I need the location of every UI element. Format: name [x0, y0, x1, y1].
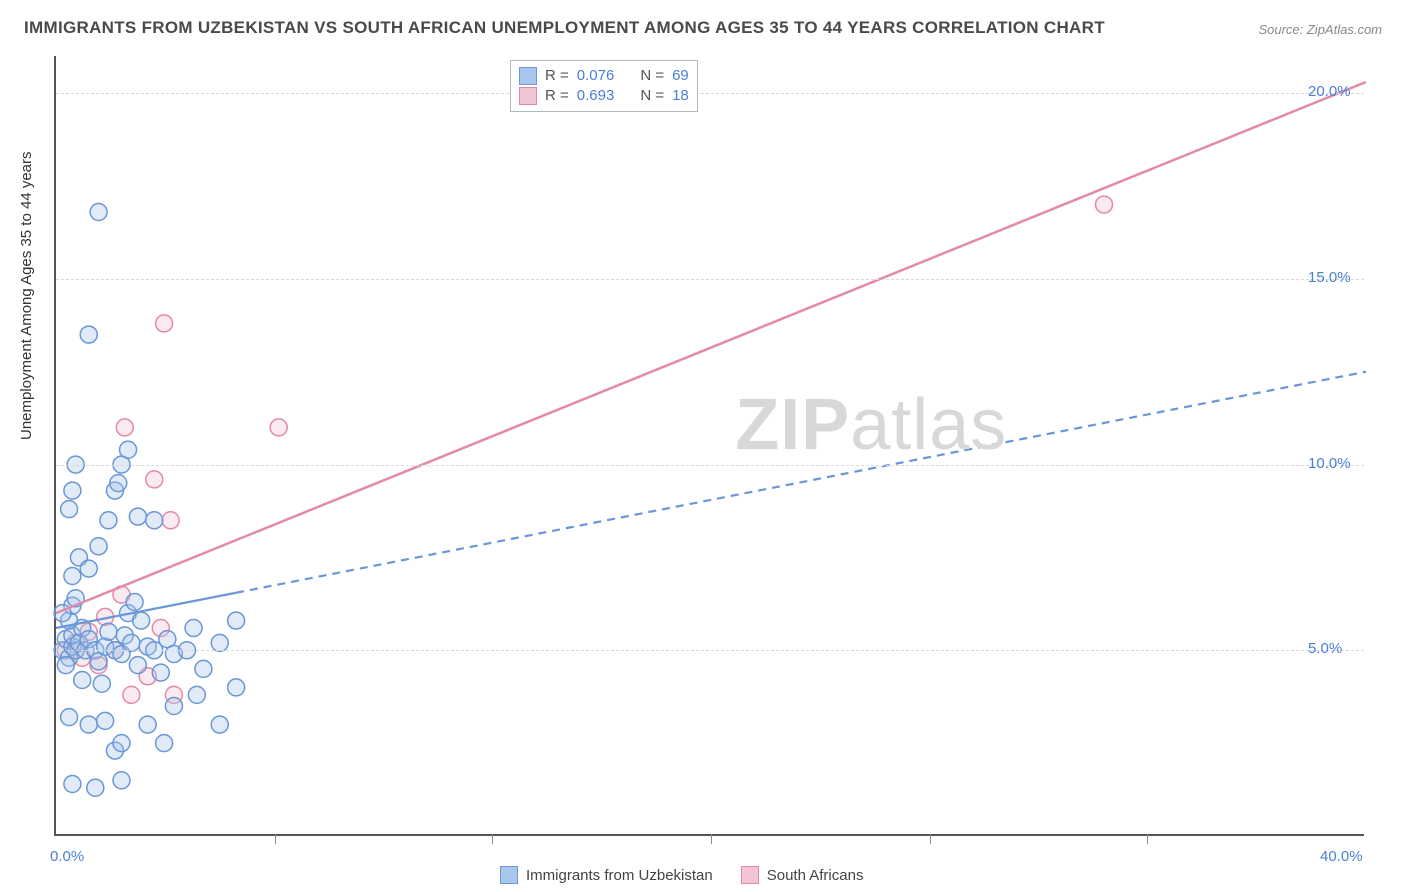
scatter-point-uzbekistan [90, 538, 107, 555]
legend-item-south-africans: South Africans [741, 866, 864, 884]
scatter-point-uzbekistan [93, 675, 110, 692]
scatter-point-uzbekistan [80, 326, 97, 343]
scatter-point-uzbekistan [129, 657, 146, 674]
regression-line-south_africans [56, 82, 1366, 613]
scatter-point-uzbekistan [146, 512, 163, 529]
scatter-point-south_africans [156, 315, 173, 332]
scatter-chart-svg [56, 56, 1364, 834]
r-value: 0.076 [577, 66, 615, 86]
gridline [56, 279, 1364, 280]
scatter-point-uzbekistan [64, 482, 81, 499]
r-label: R = [545, 66, 569, 86]
y-tick-label: 20.0% [1308, 83, 1351, 100]
n-value: 69 [672, 66, 689, 86]
scatter-point-uzbekistan [133, 612, 150, 629]
gridline [56, 650, 1364, 651]
scatter-point-uzbekistan [74, 672, 91, 689]
scatter-point-uzbekistan [156, 735, 173, 752]
scatter-point-south_africans [116, 419, 133, 436]
scatter-point-uzbekistan [61, 501, 78, 518]
scatter-point-uzbekistan [100, 623, 117, 640]
swatch-south-africans [519, 87, 537, 105]
scatter-point-uzbekistan [129, 508, 146, 525]
scatter-point-south_africans [162, 512, 179, 529]
legend-label: South Africans [767, 867, 864, 884]
scatter-point-south_africans [1096, 196, 1113, 213]
legend-label: Immigrants from Uzbekistan [526, 867, 713, 884]
scatter-point-uzbekistan [97, 712, 114, 729]
scatter-point-uzbekistan [87, 779, 104, 796]
scatter-point-uzbekistan [228, 679, 245, 696]
swatch-uzbekistan [519, 67, 537, 85]
chart-title: IMMIGRANTS FROM UZBEKISTAN VS SOUTH AFRI… [24, 18, 1105, 38]
y-tick-label: 10.0% [1308, 455, 1351, 472]
source-attribution: Source: ZipAtlas.com [1258, 22, 1382, 37]
n-label: N = [640, 86, 664, 106]
regression-line-dashed-uzbekistan [236, 372, 1366, 593]
scatter-point-uzbekistan [110, 475, 127, 492]
x-minor-tick [930, 834, 931, 844]
x-minor-tick [1147, 834, 1148, 844]
scatter-point-uzbekistan [185, 620, 202, 637]
swatch-uzbekistan [500, 866, 518, 884]
scatter-point-uzbekistan [120, 441, 137, 458]
legend-item-uzbekistan: Immigrants from Uzbekistan [500, 866, 713, 884]
legend-row-uzbekistan: R = 0.076 N = 69 [519, 66, 689, 86]
r-value: 0.693 [577, 86, 615, 106]
correlation-legend: R = 0.076 N = 69 R = 0.693 N = 18 [510, 60, 698, 112]
swatch-south-africans [741, 866, 759, 884]
x-tick-label: 0.0% [50, 848, 84, 865]
n-label: N = [640, 66, 664, 86]
scatter-point-south_africans [270, 419, 287, 436]
x-minor-tick [275, 834, 276, 844]
y-tick-label: 15.0% [1308, 269, 1351, 286]
series-legend: Immigrants from Uzbekistan South African… [500, 866, 863, 884]
scatter-point-uzbekistan [228, 612, 245, 629]
scatter-point-uzbekistan [64, 568, 81, 585]
scatter-point-south_africans [146, 471, 163, 488]
y-axis-label: Unemployment Among Ages 35 to 44 years [18, 151, 35, 440]
scatter-point-uzbekistan [211, 634, 228, 651]
scatter-point-uzbekistan [80, 716, 97, 733]
scatter-point-uzbekistan [100, 512, 117, 529]
y-tick-label: 5.0% [1308, 640, 1342, 657]
scatter-point-uzbekistan [113, 735, 130, 752]
scatter-point-uzbekistan [90, 204, 107, 221]
scatter-point-uzbekistan [64, 776, 81, 793]
legend-row-south-africans: R = 0.693 N = 18 [519, 86, 689, 106]
scatter-point-uzbekistan [152, 664, 169, 681]
x-minor-tick [711, 834, 712, 844]
gridline [56, 93, 1364, 94]
scatter-point-south_africans [123, 686, 140, 703]
scatter-point-uzbekistan [139, 716, 156, 733]
scatter-point-uzbekistan [195, 660, 212, 677]
scatter-point-uzbekistan [211, 716, 228, 733]
gridline [56, 465, 1364, 466]
scatter-point-uzbekistan [123, 634, 140, 651]
r-label: R = [545, 86, 569, 106]
scatter-point-uzbekistan [80, 560, 97, 577]
n-value: 18 [672, 86, 689, 106]
x-tick-label: 40.0% [1320, 848, 1363, 865]
scatter-point-uzbekistan [57, 657, 74, 674]
scatter-point-uzbekistan [61, 709, 78, 726]
x-minor-tick [492, 834, 493, 844]
plot-area [54, 56, 1364, 836]
scatter-point-uzbekistan [113, 772, 130, 789]
scatter-point-uzbekistan [126, 594, 143, 611]
scatter-point-uzbekistan [188, 686, 205, 703]
scatter-point-uzbekistan [165, 698, 182, 715]
